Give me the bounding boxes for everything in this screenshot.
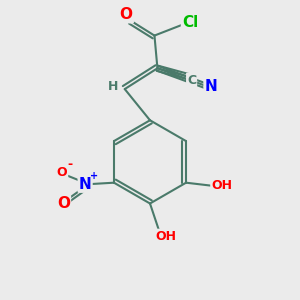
- Text: +: +: [90, 171, 98, 181]
- Text: OH: OH: [211, 179, 232, 192]
- Text: -: -: [68, 158, 73, 171]
- Text: H: H: [108, 80, 118, 93]
- Text: C: C: [187, 74, 196, 87]
- Text: N: N: [79, 177, 92, 192]
- Text: O: O: [57, 196, 70, 211]
- Text: O: O: [57, 166, 67, 179]
- Text: OH: OH: [156, 230, 177, 243]
- Text: Cl: Cl: [182, 15, 198, 30]
- Text: O: O: [120, 7, 133, 22]
- Text: N: N: [205, 79, 217, 94]
